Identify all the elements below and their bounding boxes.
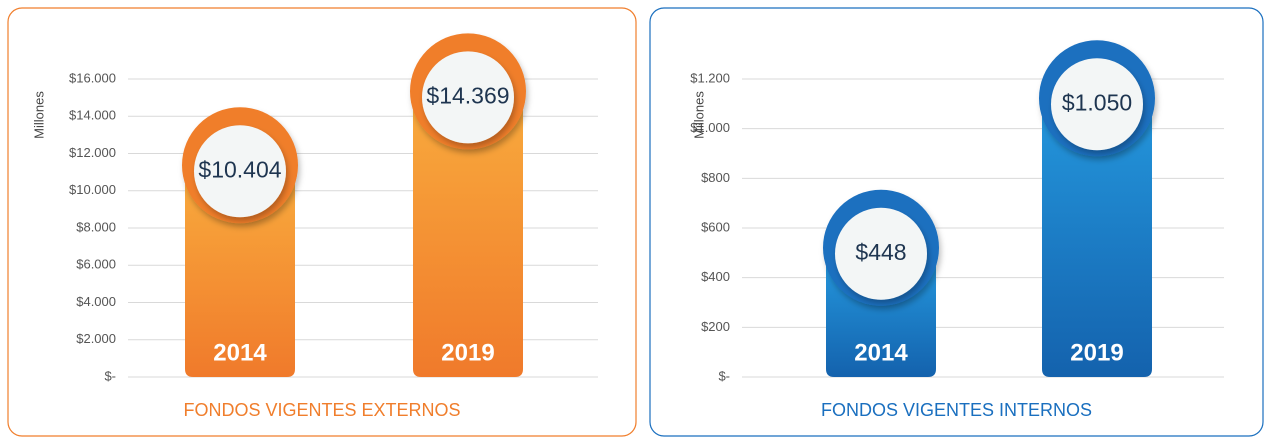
y-tick-label: $6.000 [76, 257, 116, 272]
y-axis-label: Millones [691, 91, 706, 139]
y-tick-label: $8.000 [76, 219, 116, 234]
chart-title: FONDOS VIGENTES EXTERNOS [183, 400, 460, 420]
y-tick-label: $600 [701, 219, 730, 234]
y-tick-label: $- [718, 368, 730, 383]
y-tick-label: $800 [701, 170, 730, 185]
x-tick-label: 2019 [1070, 339, 1123, 366]
bubble [1051, 58, 1143, 151]
y-tick-label: $400 [701, 269, 730, 284]
y-tick-label: $2.000 [76, 331, 116, 346]
panel [649, 7, 1264, 437]
x-tick-label: 2014 [213, 339, 267, 366]
bubble [194, 125, 286, 218]
y-tick-label: $12.000 [69, 145, 116, 160]
y-tick-label: $16.000 [69, 70, 116, 85]
chart-title: FONDOS VIGENTES INTERNOS [821, 400, 1092, 420]
y-tick-label: $1.200 [690, 70, 730, 85]
value-label: $14.369 [426, 82, 509, 108]
x-tick-label: 2014 [854, 339, 908, 366]
y-tick-label: $14.000 [69, 108, 116, 123]
y-tick-label: $200 [701, 319, 730, 334]
y-axis-label: Millones [31, 91, 46, 139]
bar [413, 109, 523, 377]
y-tick-label: $10.000 [69, 182, 116, 197]
y-tick-label: $- [104, 368, 116, 383]
value-label: $10.404 [198, 156, 281, 182]
bubble [422, 51, 514, 144]
x-tick-label: 2019 [441, 339, 494, 366]
bar [1042, 116, 1152, 377]
y-tick-label: $4.000 [76, 294, 116, 309]
bar [185, 183, 295, 377]
bubble [835, 207, 927, 300]
y-tick-label: $1.000 [690, 120, 730, 135]
value-label: $1.050 [1062, 89, 1132, 115]
value-label: $448 [855, 239, 906, 265]
